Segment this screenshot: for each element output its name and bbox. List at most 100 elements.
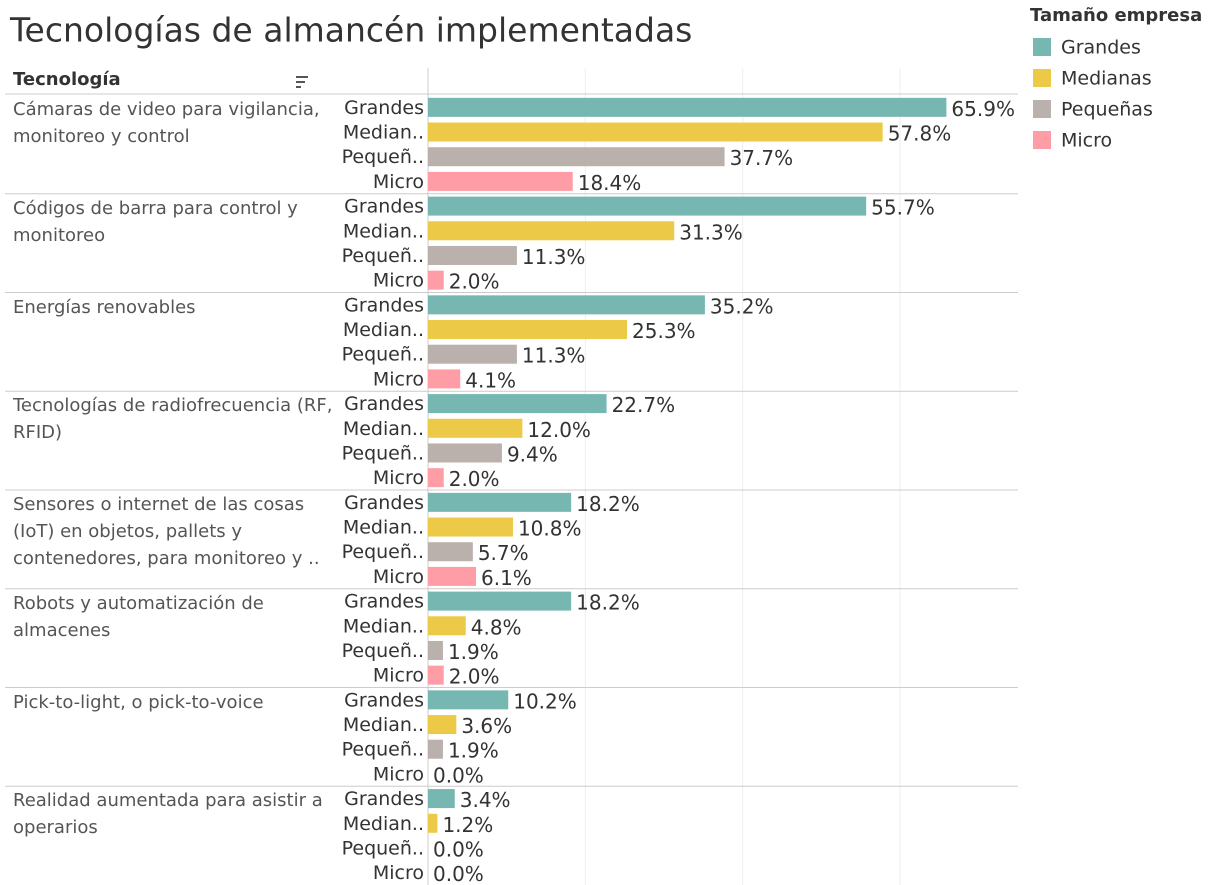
bar xyxy=(428,270,444,290)
group-label: Micro xyxy=(373,467,424,489)
group-label: Median.. xyxy=(343,517,424,539)
legend-title: Tamaño empresa xyxy=(1030,5,1202,26)
bar xyxy=(428,739,443,759)
group-label: Pequeñ.. xyxy=(342,442,424,464)
bar xyxy=(428,196,867,216)
value-label: 3.6% xyxy=(461,714,512,738)
group-label: Micro xyxy=(373,566,424,588)
legend-label: Medianas xyxy=(1061,68,1152,90)
group-label: Median.. xyxy=(343,122,424,144)
group-label: Micro xyxy=(373,862,424,884)
group-label: Micro xyxy=(373,763,424,785)
group-label: Median.. xyxy=(343,319,424,341)
bar xyxy=(428,221,675,241)
group-label: Grandes xyxy=(344,97,424,119)
bar xyxy=(428,295,705,315)
value-label: 57.8% xyxy=(888,122,952,146)
group-label: Micro xyxy=(373,665,424,687)
value-label: 1.9% xyxy=(448,739,499,763)
bar xyxy=(428,715,457,735)
group-label: Grandes xyxy=(344,294,424,316)
value-label: 37.7% xyxy=(730,146,794,170)
bar xyxy=(428,468,444,488)
value-label: 65.9% xyxy=(951,97,1015,121)
row-header: Tecnología xyxy=(13,69,121,90)
category-label: Cámaras de video para vigilancia, monito… xyxy=(13,99,320,147)
value-label: 2.0% xyxy=(449,467,500,491)
category-label: Sensores o internet de las cosas (IoT) e… xyxy=(13,494,320,569)
group-label: Median.. xyxy=(343,615,424,637)
value-label: 35.2% xyxy=(710,294,774,318)
legend-swatch xyxy=(1033,69,1051,87)
group-label: Pequeñ.. xyxy=(342,739,424,761)
group-label: Micro xyxy=(373,368,424,390)
bar xyxy=(428,591,572,611)
value-label: 9.4% xyxy=(507,442,558,466)
value-label: 18.2% xyxy=(576,591,640,615)
bar xyxy=(428,690,509,710)
value-label: 0.0% xyxy=(433,763,484,787)
group-label: Median.. xyxy=(343,714,424,736)
group-label: Pequeñ.. xyxy=(342,245,424,267)
bar xyxy=(428,97,947,117)
group-label: Median.. xyxy=(343,418,424,440)
group-label: Grandes xyxy=(344,492,424,514)
value-label: 4.1% xyxy=(465,368,516,392)
value-label: 2.0% xyxy=(449,665,500,689)
value-label: 0.0% xyxy=(433,837,484,861)
group-label: Pequeñ.. xyxy=(342,146,424,168)
category-label: Realidad aumentada para asistir a operar… xyxy=(13,790,323,839)
value-label: 11.3% xyxy=(522,344,586,368)
bar xyxy=(428,443,502,463)
group-label: Micro xyxy=(373,171,424,193)
legend-swatch xyxy=(1033,100,1051,118)
group-label: Pequeñ.. xyxy=(342,541,424,563)
bar xyxy=(428,616,466,636)
value-label: 10.2% xyxy=(513,689,577,713)
group-label: Micro xyxy=(373,270,424,292)
value-label: 18.4% xyxy=(578,171,642,195)
value-label: 0.0% xyxy=(433,862,484,885)
category-label: Energías renovables xyxy=(13,296,196,318)
group-label: Pequeñ.. xyxy=(342,837,424,859)
value-label: 1.2% xyxy=(442,813,493,837)
group-label: Grandes xyxy=(344,591,424,613)
legend-label: Pequeñas xyxy=(1061,99,1153,121)
value-label: 4.8% xyxy=(471,615,522,639)
category-label: Tecnologías de radiofrecuencia (RF, RFID… xyxy=(13,395,333,444)
group-label: Pequeñ.. xyxy=(342,640,424,662)
bar xyxy=(428,542,473,562)
group-label: Grandes xyxy=(344,393,424,415)
value-label: 25.3% xyxy=(632,319,696,343)
sort-icon xyxy=(296,76,308,88)
bar xyxy=(428,566,476,586)
bar xyxy=(428,665,444,685)
bar xyxy=(428,245,517,265)
bar xyxy=(428,122,883,142)
value-label: 6.1% xyxy=(481,566,532,590)
bar xyxy=(428,369,461,389)
bar xyxy=(428,640,443,660)
value-label: 11.3% xyxy=(522,245,586,269)
bar xyxy=(428,813,438,833)
legend-swatch xyxy=(1033,131,1051,149)
category-label: Pick-to-light, o pick-to-voice xyxy=(13,691,264,713)
bar xyxy=(428,517,513,537)
group-label: Grandes xyxy=(344,689,424,711)
value-label: 31.3% xyxy=(679,220,743,244)
legend-swatch xyxy=(1033,38,1051,56)
value-label: 1.9% xyxy=(448,640,499,664)
bar xyxy=(428,492,572,512)
legend-label: Micro xyxy=(1061,130,1112,152)
value-label: 12.0% xyxy=(527,418,591,442)
value-label: 55.7% xyxy=(871,196,935,220)
bar xyxy=(428,789,455,809)
group-label: Median.. xyxy=(343,813,424,835)
category-label: Códigos de barra para control y monitore… xyxy=(13,197,298,246)
value-label: 2.0% xyxy=(449,270,500,294)
value-label: 18.2% xyxy=(576,492,640,516)
bar xyxy=(428,320,628,340)
group-label: Grandes xyxy=(344,788,424,810)
group-label: Grandes xyxy=(344,196,424,218)
